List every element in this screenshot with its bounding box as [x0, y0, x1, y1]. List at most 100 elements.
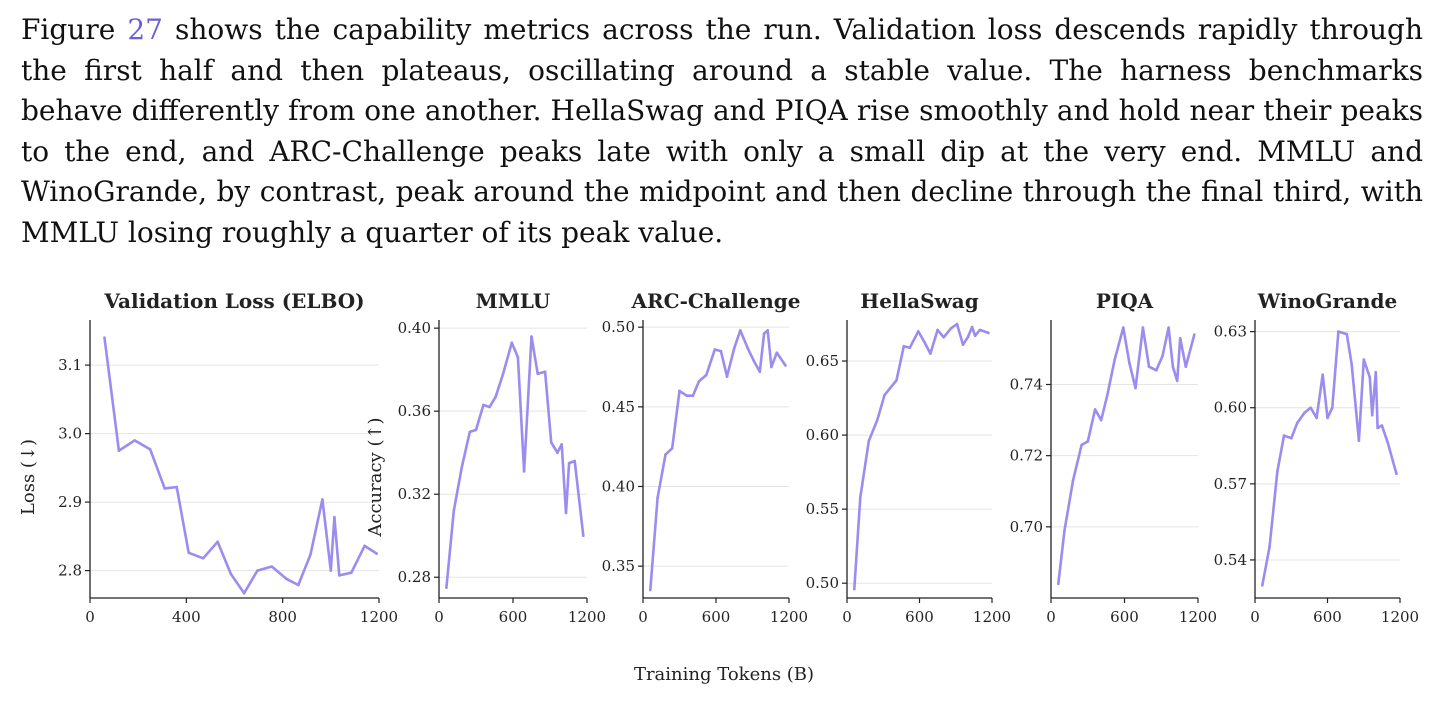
x-tick-label: 400 [172, 608, 201, 626]
data-point [1268, 546, 1271, 549]
x-tick-label: 600 [905, 608, 934, 626]
x-tick-label: 800 [268, 608, 297, 626]
y-tick-label: 0.72 [1010, 447, 1043, 465]
data-point [543, 370, 547, 373]
x-tick-label: 0 [638, 608, 648, 626]
x-tick-label: 0 [842, 608, 852, 626]
x-tick-label: 1200 [770, 608, 808, 626]
x-tick-label: 600 [1313, 608, 1342, 626]
data-point [560, 443, 563, 446]
data-point [1374, 370, 1378, 374]
data-point [329, 569, 333, 572]
data-point [770, 365, 773, 369]
y-axis-label: Accuracy (↑) [365, 417, 386, 537]
data-point [103, 336, 106, 339]
chart-panel-4: 0.50 0.55 0.60 0.65 0 600 1200 HellaSwag [806, 289, 1012, 626]
data-point [973, 334, 977, 338]
data-point [321, 498, 324, 501]
data-point [1386, 441, 1390, 445]
data-point [746, 346, 749, 350]
x-tick-label: 1200 [1179, 608, 1217, 626]
data-point [1175, 379, 1179, 383]
data-point [1161, 354, 1164, 358]
data-point [942, 336, 945, 339]
data-point [1380, 424, 1384, 427]
data-point [1315, 416, 1318, 420]
data-point [883, 393, 886, 397]
data-point [705, 373, 708, 377]
series-line [648, 329, 787, 592]
data-point [510, 341, 514, 344]
data-point [468, 430, 472, 434]
data-point [733, 346, 736, 350]
data-point [1063, 529, 1066, 532]
x-tick-label: 0 [1250, 608, 1260, 626]
data-point [582, 534, 585, 537]
data-point [1362, 358, 1366, 361]
data-point [1261, 584, 1264, 587]
y-tick-label: 3.1 [58, 356, 82, 374]
x-tick-label: 1200 [360, 608, 398, 626]
data-point [460, 465, 464, 469]
data-point [564, 511, 568, 515]
data-point [1071, 479, 1075, 482]
data-point [1376, 426, 1379, 430]
data-point [1167, 326, 1170, 329]
y-tick-label: 0.60 [1214, 399, 1247, 417]
data-point [1331, 406, 1334, 409]
y-tick-label: 2.8 [58, 562, 82, 580]
data-point [1370, 414, 1374, 417]
y-tick-label: 0.74 [1010, 375, 1043, 393]
data-point [1155, 369, 1158, 372]
data-point [739, 329, 742, 332]
y-tick-label: 2.9 [58, 493, 82, 511]
data-point [725, 375, 729, 378]
data-point [719, 349, 723, 353]
data-point [1326, 416, 1329, 420]
y-tick-label: 0.45 [602, 398, 635, 416]
figure-reference-link[interactable]: 27 [127, 13, 163, 46]
y-tick-label: 0.40 [602, 477, 635, 495]
data-point [350, 571, 353, 574]
y-tick-label: 0.40 [398, 319, 431, 337]
series-line [1057, 326, 1196, 586]
figure-xlabel: Training Tokens (B) [634, 664, 814, 685]
data-point [536, 372, 539, 376]
data-point [762, 332, 766, 335]
data-point [285, 577, 288, 581]
data-point [175, 485, 178, 489]
data-point [970, 325, 974, 329]
data-point [338, 574, 341, 577]
data-point [474, 428, 478, 432]
data-point [133, 439, 136, 442]
x-tick-label: 0 [434, 608, 444, 626]
x-tick-label: 600 [499, 608, 528, 626]
y-axis-label: Loss (↓) [18, 439, 39, 515]
y-tick-label: 0.36 [398, 402, 431, 420]
data-point [482, 403, 485, 407]
data-point [216, 540, 219, 544]
data-point [1141, 326, 1145, 329]
data-point [309, 553, 312, 557]
data-point [163, 487, 166, 490]
data-point [494, 395, 498, 398]
data-point [297, 583, 300, 587]
data-point [148, 448, 152, 451]
data-point [859, 496, 862, 499]
data-point [452, 509, 456, 513]
data-point [908, 346, 912, 349]
x-tick-label: 1200 [1381, 608, 1419, 626]
data-point [889, 386, 892, 389]
data-point [567, 461, 571, 465]
data-point [987, 331, 990, 335]
data-point [1147, 365, 1151, 368]
data-point [522, 470, 526, 473]
data-point [501, 372, 505, 376]
y-tick-label: 0.70 [1010, 518, 1043, 536]
body-paragraph: Figure 27 shows the capability metrics a… [21, 10, 1423, 254]
data-point [1193, 333, 1196, 336]
data-point [1128, 361, 1131, 365]
data-point [697, 380, 701, 383]
data-point [867, 439, 871, 443]
data-point [1296, 421, 1299, 425]
